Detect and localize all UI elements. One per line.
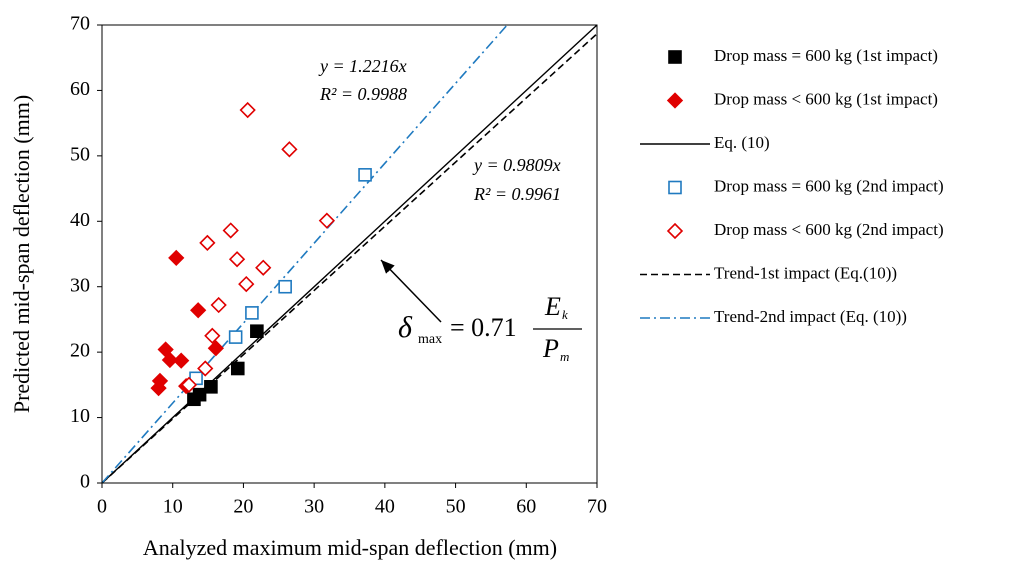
legend-label: Trend-1st impact (Eq.(10)) (714, 263, 897, 282)
formula-denominator: P (542, 334, 559, 363)
data-point (222, 222, 239, 239)
x-tick-label: 10 (163, 496, 183, 518)
legend: Drop mass = 600 kg (1st impact) Drop mass… (640, 46, 944, 326)
data-point (250, 324, 264, 339)
data-point (255, 259, 272, 276)
data-point (192, 387, 207, 402)
legend-marker (668, 180, 682, 195)
y-tick-label: 0 (80, 471, 90, 493)
x-axis-title: Analyzed maximum mid-span deflection (mm… (143, 535, 557, 560)
data-point (210, 296, 227, 314)
data-point (230, 361, 245, 376)
data-point (190, 302, 207, 319)
data-point (199, 234, 216, 252)
x-tick-label: 70 (587, 496, 607, 518)
legend-label: Trend-2nd impact (Eq. (10)) (714, 307, 907, 326)
plot-frame (101, 24, 598, 484)
trend2-r2: R² = 0.9988 (319, 84, 407, 104)
formula-coefficient: = 0.71 (450, 313, 517, 342)
data-point (278, 279, 292, 294)
data-point (168, 249, 185, 267)
legend-label: Drop mass = 600 kg (1st impact) (714, 46, 938, 65)
formula-background (392, 292, 596, 368)
x-tick-label: 50 (446, 496, 466, 518)
x-tick-label: 30 (304, 496, 324, 518)
data-point (180, 376, 198, 393)
legend-marker (666, 92, 684, 109)
y-tick-label: 50 (70, 143, 90, 165)
y-tick-label: 30 (70, 274, 90, 296)
data-point (207, 340, 224, 357)
data-point (358, 168, 372, 182)
trend1-r2: R² = 0.9961 (473, 184, 561, 204)
y-tick-label: 70 (70, 13, 90, 35)
x-tick-label: 0 (97, 496, 107, 518)
trend1-equation: y = 0.9809x (472, 155, 561, 175)
data-point (239, 101, 256, 119)
data-point (281, 141, 298, 158)
x-tick-label: 60 (516, 496, 536, 518)
data-point (238, 275, 255, 293)
formula-numerator-sub: k (562, 307, 568, 322)
y-tick-label: 40 (70, 209, 90, 231)
formula-numerator: E (544, 292, 561, 321)
legend-marker (666, 222, 684, 240)
trend-line (101, 24, 598, 484)
legend-label: Drop mass = 600 kg (2nd impact) (714, 176, 944, 195)
legend-marker (668, 50, 682, 64)
data-point (173, 352, 190, 369)
trend2-equation: y = 1.2216x (318, 56, 407, 76)
data-point (245, 306, 259, 320)
formula-symbol: δ (398, 311, 413, 344)
legend-label: Drop mass < 600 kg (1st impact) (714, 89, 938, 108)
data-point (161, 351, 179, 369)
y-tick-label: 60 (70, 78, 90, 100)
data-point (204, 327, 221, 344)
legend-label: Drop mass < 600 kg (2nd impact) (714, 220, 944, 239)
trend-line (101, 24, 508, 484)
x-tick-label: 40 (375, 496, 395, 518)
data-point (151, 372, 169, 390)
plot-area (101, 24, 598, 484)
data-point (228, 330, 243, 344)
arrow (380, 259, 442, 323)
y-tick-label: 10 (70, 405, 90, 427)
formula-symbol-sub: max (418, 332, 442, 347)
x-tick-label: 20 (233, 496, 253, 518)
data-point (318, 212, 336, 229)
formula-box: δ max = 0.71 E k P m (380, 259, 596, 368)
data-point (204, 380, 218, 394)
legend-label: Eq. (10) (714, 133, 770, 152)
formula-denominator-sub: m (560, 349, 569, 364)
y-tick-label: 20 (70, 340, 90, 362)
data-point (228, 251, 246, 268)
trend-line (101, 33, 598, 484)
data-point (197, 360, 214, 377)
y-axis-title: Predicted mid-span deflection (mm) (9, 95, 34, 413)
